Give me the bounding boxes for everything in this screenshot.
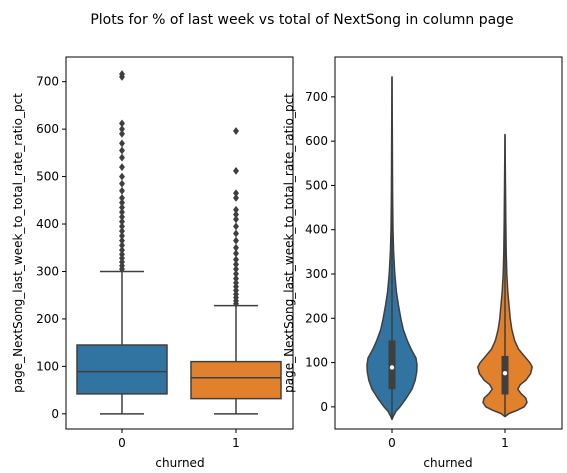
violin-median-dot xyxy=(502,371,508,376)
outlier-point xyxy=(232,274,240,283)
outlier-point xyxy=(232,260,240,269)
figure-title: Plots for % of last week vs total of Nex… xyxy=(90,12,513,28)
outlier-point xyxy=(118,203,126,212)
violin-group-1 xyxy=(477,133,533,418)
outlier-point xyxy=(232,243,240,252)
y-tick-label: 500 xyxy=(305,178,328,192)
outlier-point xyxy=(232,210,240,219)
y-axis-label: page_NextSong_last_week_to_total_rate_ra… xyxy=(282,93,296,393)
y-tick-label: 100 xyxy=(305,356,328,370)
outlier-point xyxy=(118,212,126,221)
outlier-point xyxy=(118,125,126,134)
plot-frame xyxy=(65,56,294,430)
y-tick-label: 200 xyxy=(36,312,59,326)
outlier-point xyxy=(232,222,240,231)
outlier-point xyxy=(118,193,126,202)
outlier-point xyxy=(118,231,126,240)
box-marks xyxy=(76,70,282,415)
outlier-point xyxy=(118,172,126,181)
outlier-point xyxy=(232,205,240,214)
y-tick-label: 400 xyxy=(305,223,328,237)
plot-frame xyxy=(334,56,563,430)
x-axis-label: churned xyxy=(155,456,204,470)
outlier-point xyxy=(232,189,240,198)
y-tick-label: 500 xyxy=(36,170,59,184)
outlier-point xyxy=(118,246,126,255)
y-tick-labels: 0 100 200 300 400 500 600 700 xyxy=(305,90,335,414)
outlier-point xyxy=(118,250,126,259)
violin-median-dot xyxy=(389,365,395,370)
y-tick-label: 700 xyxy=(36,75,59,89)
outlier-point xyxy=(232,255,240,264)
outlier-point xyxy=(118,70,126,79)
y-tick-label: 200 xyxy=(305,311,328,325)
outlier-point xyxy=(118,179,126,188)
y-tick-label: 400 xyxy=(36,217,59,231)
outlier-point xyxy=(232,193,240,202)
x-axis-label: churned xyxy=(423,456,472,470)
outlier-point xyxy=(232,249,240,258)
outlier-point xyxy=(118,241,126,250)
y-tick-label: 100 xyxy=(36,359,59,373)
outlier-point xyxy=(118,208,126,217)
box-iqr xyxy=(76,344,168,395)
outlier-point xyxy=(118,153,126,162)
y-tick-label: 600 xyxy=(305,134,328,148)
x-tick-label: 0 xyxy=(118,436,126,450)
box-group-1 xyxy=(190,127,282,415)
violin-group-0 xyxy=(366,76,418,421)
y-tick-labels: 0 100 200 300 400 500 600 700 xyxy=(36,75,66,421)
violin-marks xyxy=(366,76,533,421)
outlier-point xyxy=(232,265,240,274)
y-axis-label: page_NextSong_last_week_to_total_rate_ra… xyxy=(11,93,25,393)
outlier-point xyxy=(232,236,240,245)
y-tick-label: 300 xyxy=(36,264,59,278)
outlier-point xyxy=(232,166,240,175)
x-tick-label: 1 xyxy=(232,436,240,450)
outlier-point xyxy=(232,269,240,278)
y-tick-label: 600 xyxy=(36,122,59,136)
violin-iqr-bar xyxy=(388,340,396,390)
outlier-point xyxy=(232,229,240,238)
x-tick-label: 1 xyxy=(501,436,509,450)
y-tick-label: 0 xyxy=(320,400,328,414)
outlier-point xyxy=(118,163,126,172)
box-group-0 xyxy=(76,70,168,415)
outlier-point xyxy=(118,139,126,148)
x-tick-label: 0 xyxy=(388,436,396,450)
outlier-point xyxy=(232,127,240,136)
outlier-point xyxy=(118,146,126,155)
box-iqr xyxy=(190,360,282,400)
outlier-point xyxy=(118,119,126,128)
outlier-point xyxy=(232,278,240,287)
y-tick-label: 700 xyxy=(305,90,328,104)
outlier-point xyxy=(232,215,240,224)
outlier-point xyxy=(118,186,126,195)
outlier-point xyxy=(118,217,126,226)
y-tick-label: 0 xyxy=(51,407,59,421)
y-tick-label: 300 xyxy=(305,267,328,281)
outlier-point xyxy=(118,129,126,138)
outlier-point xyxy=(118,236,126,245)
outlier-point xyxy=(118,198,126,207)
outlier-point xyxy=(118,222,126,231)
outlier-point xyxy=(118,227,126,236)
